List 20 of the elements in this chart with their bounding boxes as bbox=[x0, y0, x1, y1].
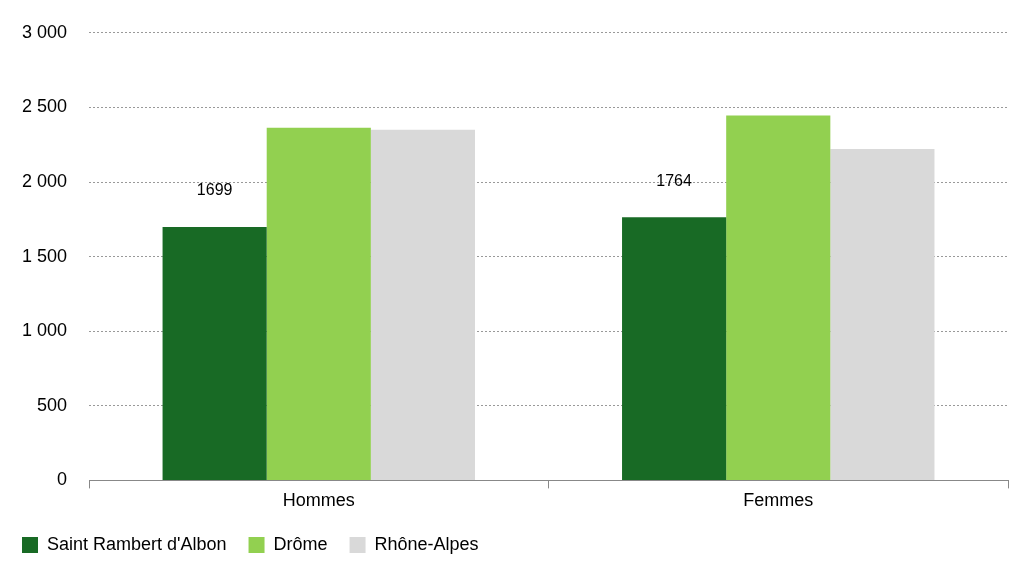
bar bbox=[622, 217, 727, 480]
legend-label: Drôme bbox=[273, 533, 328, 554]
y-tick-label: 2 500 bbox=[22, 96, 68, 117]
bar bbox=[162, 226, 267, 480]
y-tick-label: 1 000 bbox=[22, 320, 68, 341]
bar bbox=[726, 115, 831, 480]
bar bbox=[830, 149, 935, 480]
bar bbox=[266, 127, 371, 480]
x-tick-label: Hommes bbox=[282, 490, 355, 511]
y-tick-label: 2 000 bbox=[22, 170, 68, 191]
legend-label: Rhône-Alpes bbox=[374, 533, 479, 554]
y-tick-label: 500 bbox=[37, 394, 68, 415]
bar bbox=[370, 129, 476, 480]
data-label: 1699 bbox=[196, 181, 233, 199]
y-tick-label: 3 000 bbox=[22, 21, 68, 42]
y-tick-label: 0 bbox=[57, 469, 68, 490]
x-tick-label: Femmes bbox=[743, 490, 814, 511]
y-tick-label: 1 500 bbox=[22, 245, 68, 266]
data-label: 1764 bbox=[656, 171, 693, 189]
legend-label: Saint Rambert d'Albon bbox=[47, 533, 227, 554]
